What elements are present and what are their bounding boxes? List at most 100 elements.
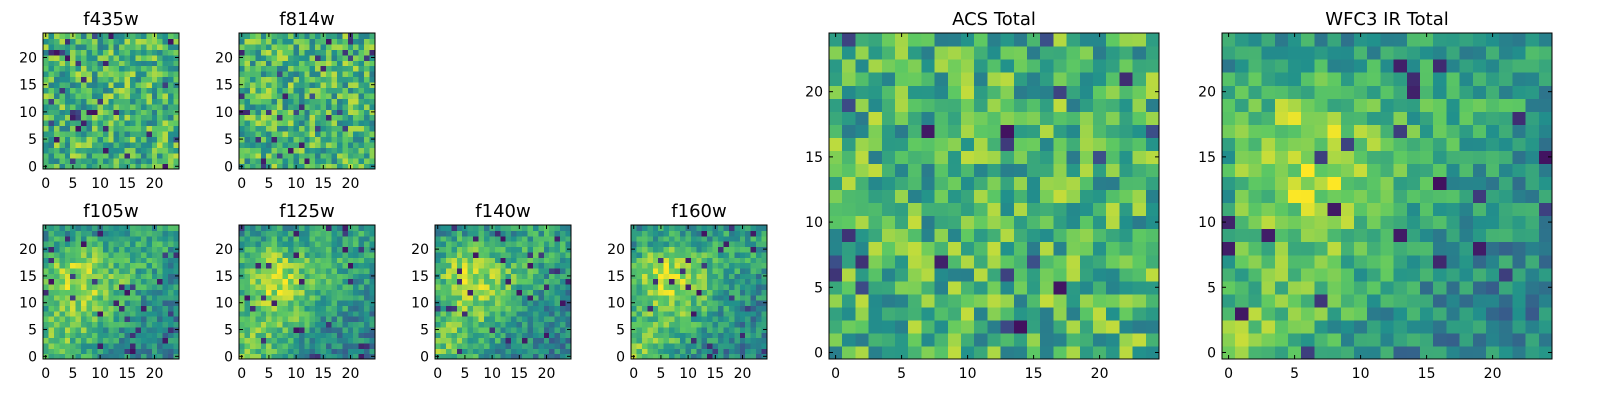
- heatmap-cell: [1393, 228, 1408, 243]
- heatmap-cell: [157, 289, 164, 296]
- heatmap-cell: [81, 278, 88, 285]
- heatmap-cell: [1314, 189, 1329, 204]
- heatmap-cell: [244, 332, 251, 339]
- heatmap-cell: [239, 294, 246, 301]
- heatmap-cell: [435, 251, 442, 258]
- heatmap-cell: [304, 71, 311, 78]
- y-tick-label: 5: [420, 323, 429, 339]
- heatmap-cell: [130, 125, 137, 132]
- heatmap-cell: [1119, 267, 1134, 282]
- heatmap-cell: [1420, 293, 1434, 308]
- heatmap-cell: [48, 109, 55, 116]
- heatmap-cell: [829, 280, 843, 295]
- heatmap-cell: [467, 289, 474, 296]
- heatmap-cell: [636, 337, 643, 344]
- heatmap-cell: [1525, 280, 1540, 295]
- heatmap-cell: [108, 348, 115, 355]
- heatmap-cell: [750, 316, 757, 323]
- heatmap-cell: [271, 125, 278, 132]
- x-tick-label: 15: [118, 176, 136, 192]
- heatmap-cell: [59, 152, 66, 159]
- heatmap-cell: [679, 262, 686, 269]
- heatmap-cell: [1472, 254, 1487, 269]
- heatmap-cell: [81, 65, 88, 72]
- heatmap-cell: [124, 294, 131, 301]
- heatmap-cell: [829, 176, 843, 191]
- heatmap-cell: [1222, 215, 1236, 230]
- heatmap-cell: [108, 152, 115, 159]
- heatmap-cell: [987, 98, 1002, 112]
- heatmap-cell: [320, 81, 327, 88]
- heatmap-cell: [987, 228, 1002, 243]
- heatmap-cell: [75, 158, 82, 165]
- heatmap-cell: [1066, 46, 1081, 60]
- heatmap-cell: [298, 235, 305, 242]
- heatmap-cell: [1446, 176, 1461, 191]
- heatmap-cell: [347, 262, 354, 269]
- heatmap-cell: [674, 267, 681, 274]
- heatmap-cell: [369, 103, 376, 110]
- heatmap-cell: [157, 125, 164, 132]
- heatmap-cell: [1013, 59, 1028, 73]
- heatmap-cell: [522, 283, 529, 290]
- heatmap-cell: [336, 283, 343, 290]
- heatmap-cell: [358, 246, 365, 253]
- heatmap-cell: [947, 280, 962, 295]
- heatmap-cell: [249, 125, 256, 132]
- heatmap-cell: [987, 189, 1002, 204]
- heatmap-cell: [1079, 46, 1094, 60]
- heatmap-cell: [494, 241, 501, 248]
- heatmap-cell: [494, 262, 501, 269]
- heatmap-cell: [750, 337, 757, 344]
- heatmap-cell: [868, 293, 883, 308]
- heatmap-cell: [829, 267, 843, 282]
- heatmap-cell: [309, 267, 316, 274]
- heatmap-cell: [467, 337, 474, 344]
- heatmap-cell: [718, 353, 725, 360]
- heatmap-cell: [260, 33, 267, 40]
- heatmap-cell: [282, 92, 289, 99]
- heatmap-cell: [1093, 241, 1107, 256]
- heatmap-cell: [282, 289, 289, 296]
- heatmap-cell: [728, 294, 735, 301]
- heatmap-cell: [723, 273, 730, 280]
- heatmap-cell: [658, 278, 665, 285]
- heatmap-cell: [244, 158, 251, 165]
- heatmap-cell: [331, 163, 338, 170]
- heatmap-cells: [43, 225, 180, 360]
- heatmap-cell: [282, 98, 289, 105]
- heatmap-cell: [934, 254, 949, 269]
- heatmap-cell: [364, 60, 371, 67]
- y-tick-label: 5: [814, 280, 823, 296]
- heatmap-cell: [641, 230, 648, 237]
- heatmap-cell: [674, 273, 681, 280]
- heatmap-cell: [162, 136, 169, 143]
- heatmap-cell: [151, 38, 158, 45]
- heatmap-cell: [974, 345, 988, 360]
- x-tick-label: 10: [287, 176, 305, 192]
- heatmap-cell: [81, 87, 88, 94]
- heatmap-cell: [91, 163, 98, 170]
- heatmap-cell: [293, 130, 300, 137]
- heatmap-cell: [244, 273, 251, 280]
- heatmap-cell: [130, 109, 137, 116]
- heatmap-cell: [162, 246, 169, 253]
- heatmap-cell: [342, 147, 349, 154]
- heatmap-cell: [97, 230, 104, 237]
- heatmap-cell: [119, 262, 126, 269]
- heatmap-cell: [1053, 98, 1068, 112]
- heatmap-cell: [277, 262, 284, 269]
- heatmap-cell: [43, 278, 50, 285]
- heatmap-cell: [908, 254, 922, 269]
- heatmap-cell: [48, 136, 55, 143]
- heatmap-cell: [445, 246, 452, 253]
- heatmap-cell: [565, 230, 572, 237]
- heatmap-cell: [304, 235, 311, 242]
- heatmap-cell: [244, 141, 251, 148]
- heatmap-cell: [489, 321, 496, 328]
- heatmap-cell: [1222, 176, 1236, 191]
- heatmap-cell: [113, 141, 120, 148]
- heatmap-cell: [1525, 306, 1540, 321]
- heatmap-cell: [728, 273, 735, 280]
- heatmap-cell: [855, 137, 870, 151]
